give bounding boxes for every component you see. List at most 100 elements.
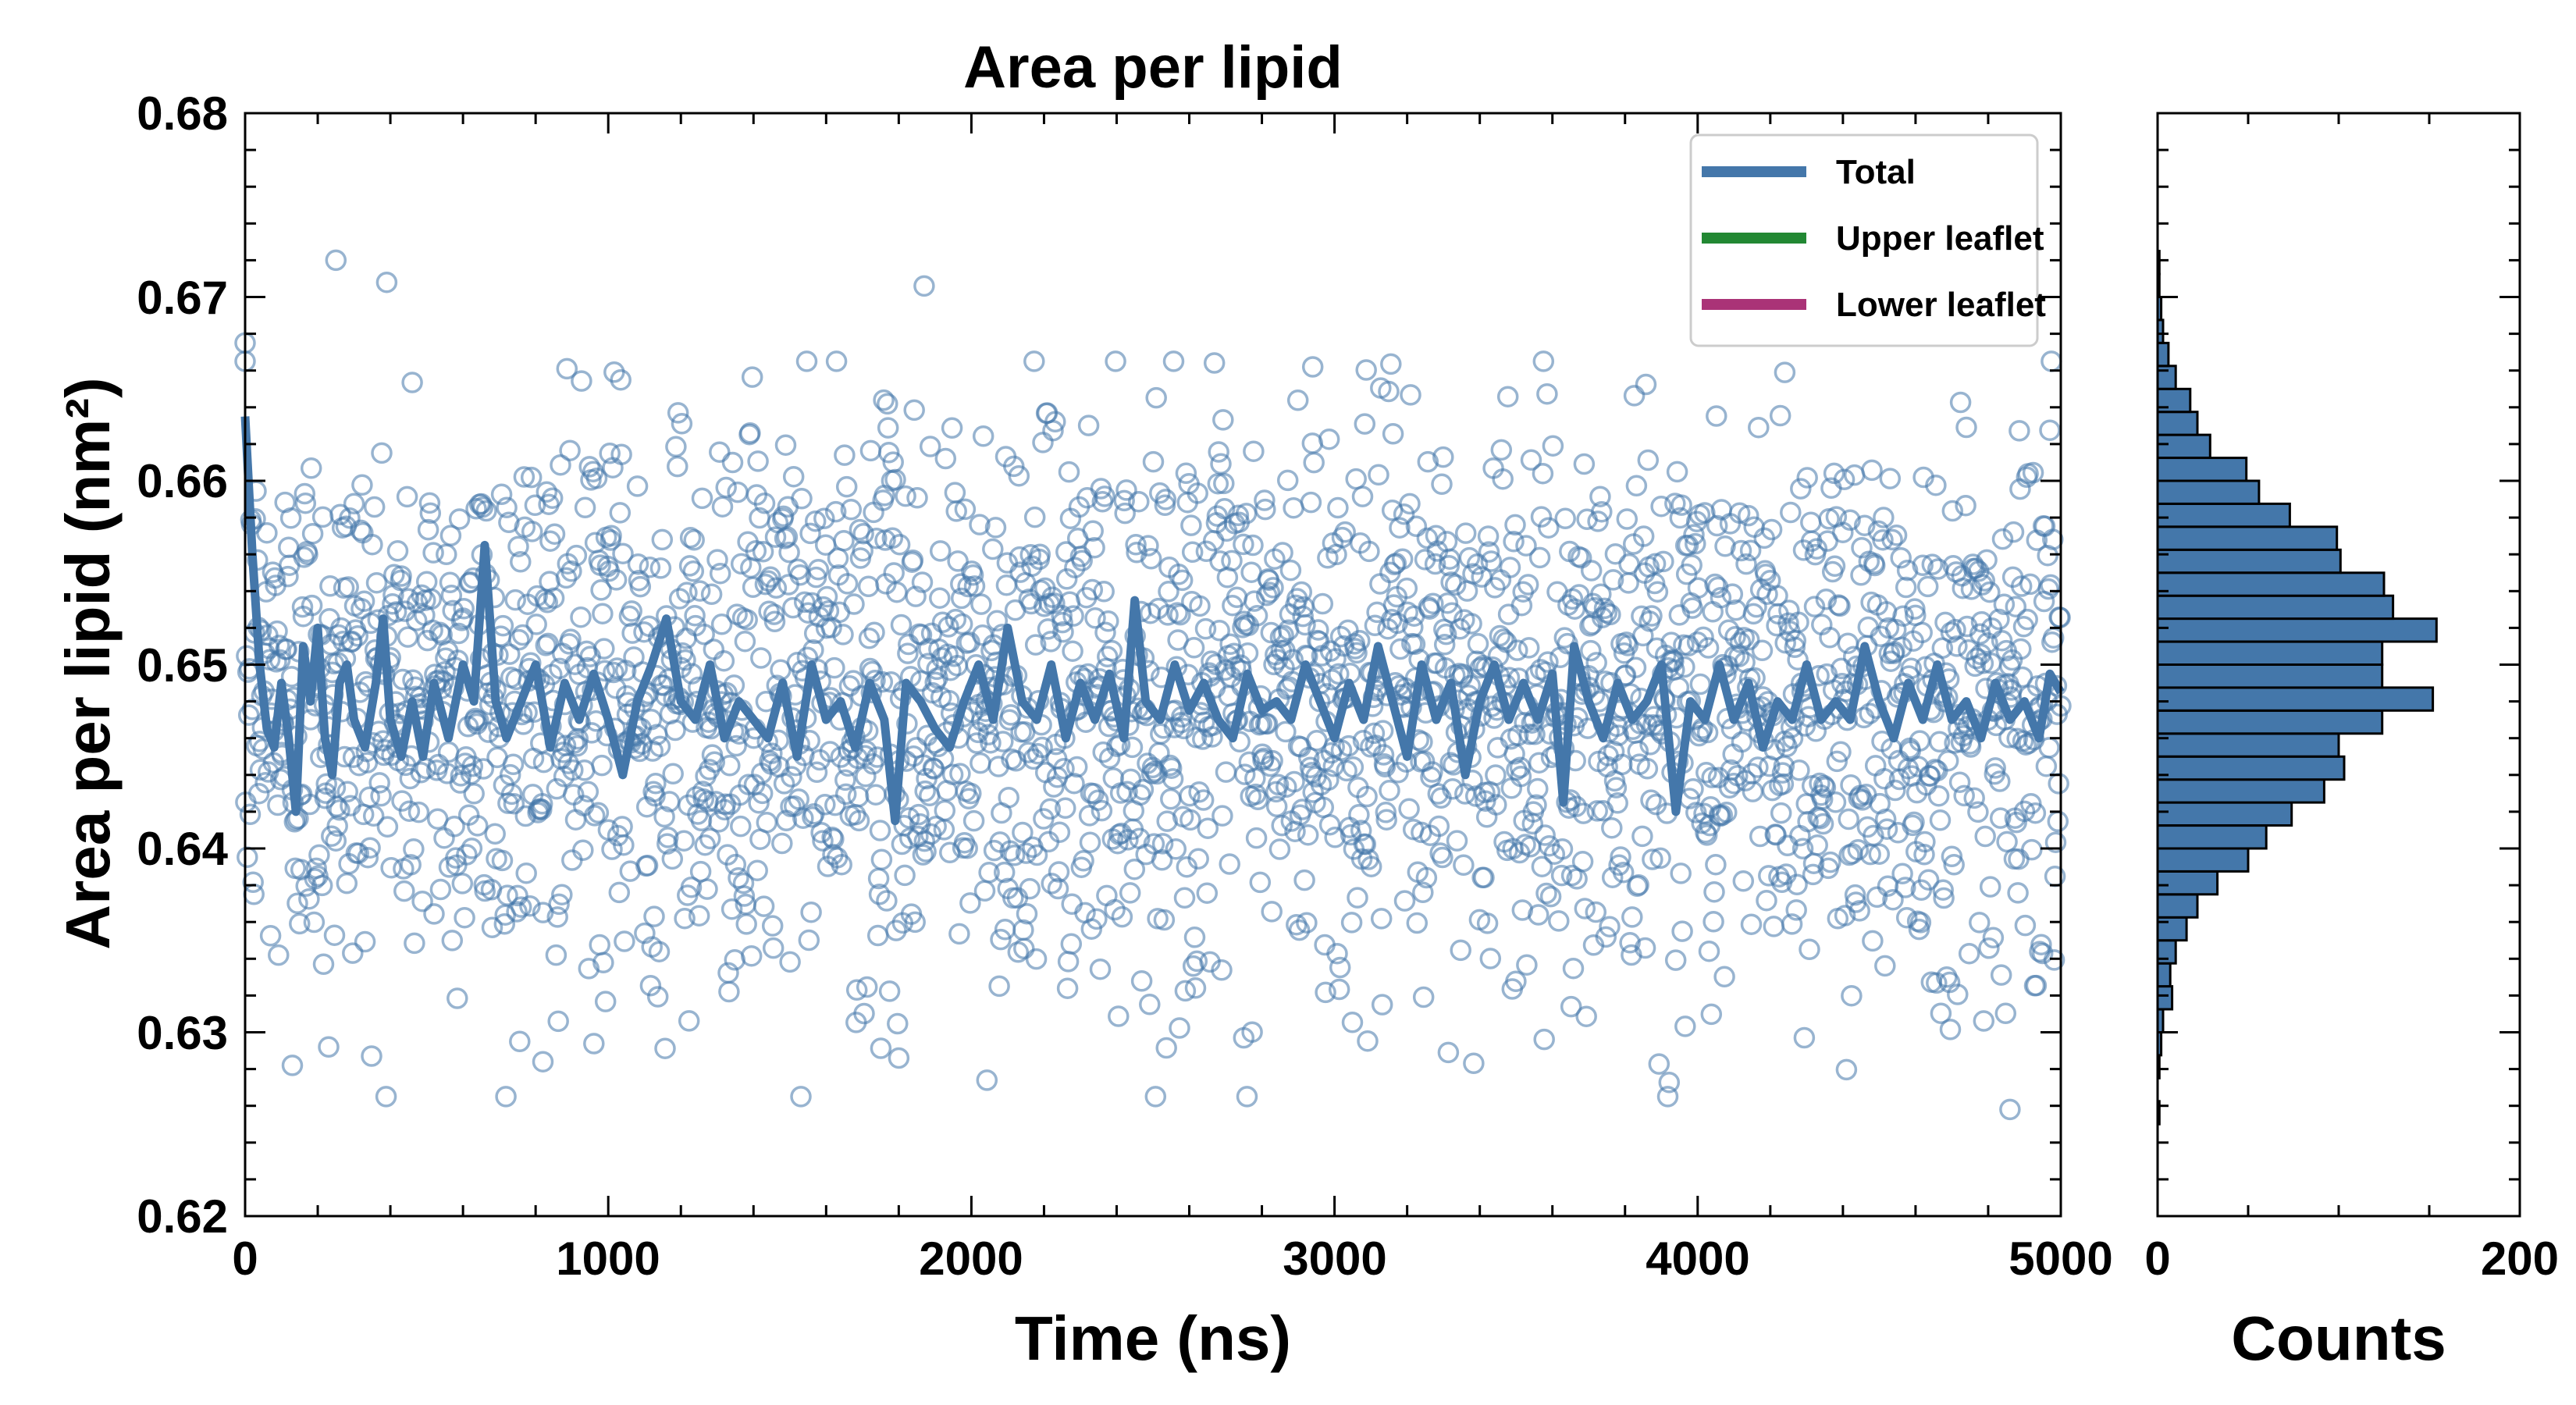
scatter-point	[1863, 824, 1884, 847]
scatter-point	[774, 434, 797, 456]
scatter-point	[1379, 779, 1400, 802]
scatter-point	[1781, 913, 1803, 935]
scatter-point	[1711, 804, 1734, 827]
scatter-point	[970, 593, 992, 615]
scatter-point	[1236, 642, 1259, 664]
scatter-point	[1461, 613, 1482, 635]
scatter-point	[532, 1051, 554, 1072]
scatter-point	[1212, 805, 1233, 827]
scatter-point	[1610, 846, 1631, 868]
scatter-point	[1884, 779, 1906, 802]
scatter-point	[1207, 472, 1229, 495]
scatter-point	[1012, 821, 1034, 844]
scatter-point	[1738, 504, 1759, 527]
histogram-bar	[2156, 617, 2438, 643]
scatter-point	[1500, 777, 1523, 799]
scatter-point	[1621, 906, 1643, 928]
scatter-point	[1788, 611, 1809, 633]
scatter-point	[1644, 553, 1667, 574]
scatter-point	[1879, 468, 1902, 489]
scatter-point	[1009, 561, 1031, 583]
scatter-point	[1083, 536, 1105, 559]
scatter-point	[897, 642, 919, 664]
scatter-point	[1751, 639, 1774, 662]
scatter-point	[1979, 581, 2001, 603]
scatter-point	[1201, 726, 1223, 748]
scatter-point	[610, 443, 632, 465]
scatter-point	[298, 887, 320, 910]
scatter-point	[1058, 461, 1080, 483]
scatter-point	[1272, 542, 1293, 564]
scatter-point	[959, 892, 981, 914]
scatter-point	[1994, 1002, 2017, 1025]
scatter-point	[643, 905, 665, 927]
scatter-point	[895, 485, 916, 507]
scatter-point	[1435, 623, 1457, 646]
scatter-point	[898, 827, 921, 849]
scatter-point	[1233, 1026, 1255, 1049]
scatter-point	[1524, 724, 1546, 745]
scatter-point	[1044, 592, 1066, 614]
scatter-point	[1599, 603, 1621, 626]
scatter-point	[1254, 498, 1276, 521]
scatter-point	[321, 825, 343, 847]
scatter-point	[752, 541, 774, 563]
scatter-point	[1023, 506, 1046, 528]
scatter-point	[1853, 514, 1876, 536]
scatter-point	[911, 571, 934, 593]
scatter-point	[1710, 586, 1732, 609]
scatter-point	[1174, 980, 1197, 1002]
scatter-point	[361, 533, 383, 556]
scatter-point	[1077, 414, 1100, 436]
scatter-point	[739, 422, 761, 444]
scatter-point	[1212, 409, 1234, 431]
scatter-point	[832, 624, 854, 646]
scatter-point	[1047, 877, 1069, 900]
scatter-point	[1978, 937, 2000, 959]
scatter-point	[591, 754, 613, 777]
scatter-point	[441, 930, 464, 951]
scatter-point	[865, 784, 887, 806]
scatter-point	[1766, 614, 1788, 637]
scatter-point	[1424, 553, 1446, 575]
scatter-point	[237, 846, 258, 868]
legend-label-upper-leaflet: Upper leaflet	[1836, 219, 2044, 258]
scatter-point	[1186, 950, 1208, 973]
scatter-point	[1874, 955, 1896, 977]
scatter-point	[1432, 446, 1454, 468]
scatter-point	[884, 468, 906, 491]
scatter-point	[947, 550, 969, 572]
scatter-point	[1412, 881, 1434, 904]
scatter-point	[1605, 777, 1628, 799]
scatter-point	[817, 599, 840, 622]
scatter-point	[881, 527, 904, 550]
scatter-point	[303, 911, 326, 934]
scatter-point	[289, 912, 311, 935]
scatter-point	[1149, 482, 1171, 504]
scatter-point	[1979, 876, 2001, 898]
scatter-point	[1227, 504, 1250, 527]
scatter-point	[1062, 640, 1083, 662]
scatter-point	[963, 575, 986, 597]
scatter-point	[976, 1069, 998, 1091]
scatter-point	[653, 674, 674, 696]
scatter-point	[814, 794, 836, 816]
scatter-point	[863, 621, 885, 643]
scatter-point	[706, 549, 728, 571]
scatter-point	[692, 781, 714, 802]
scatter-point	[665, 436, 687, 458]
scatter-point	[1946, 635, 1968, 657]
scatter-point	[1358, 540, 1380, 563]
scatter-point	[300, 457, 322, 479]
scatter-point	[1297, 823, 1319, 846]
line-series-total	[240, 416, 2065, 826]
scatter-point	[1891, 636, 1912, 659]
scatter-point	[1823, 555, 1846, 578]
scatter-point	[678, 1010, 700, 1032]
scatter-point	[709, 562, 731, 585]
scatter-point	[1873, 767, 1895, 790]
scatter-point	[506, 901, 528, 923]
scatter-point	[1721, 583, 1744, 605]
scatter-point	[1575, 1005, 1597, 1027]
scatter-point	[735, 913, 757, 935]
